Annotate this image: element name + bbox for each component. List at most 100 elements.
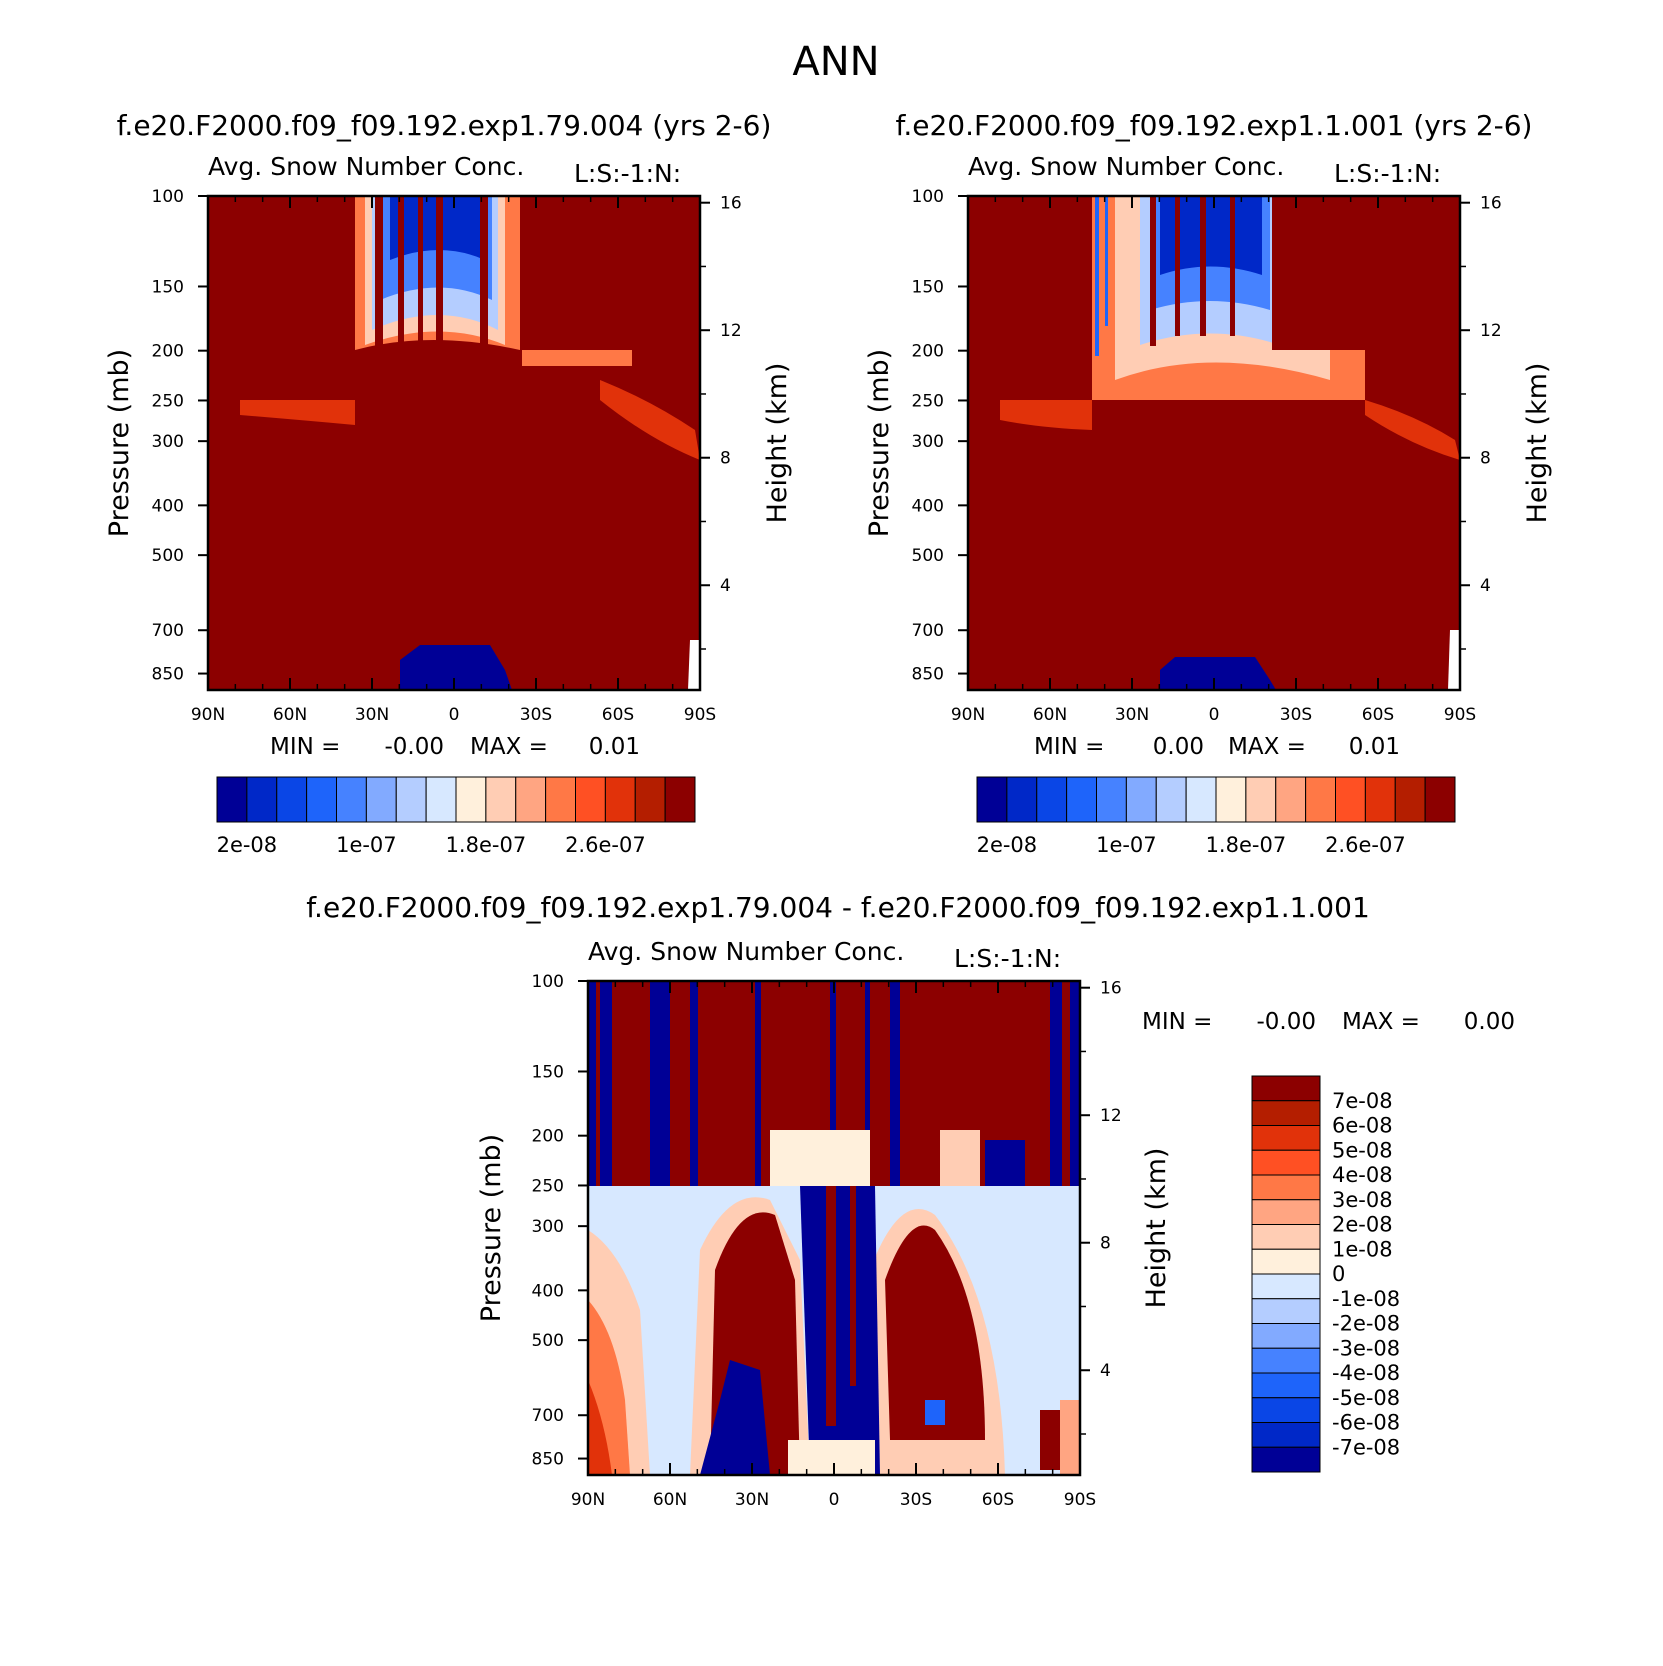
colorbar-box xyxy=(1215,776,1247,823)
colorbar-box xyxy=(1251,1125,1321,1151)
panel-1-missing-data xyxy=(688,640,700,690)
colorbar-label: -6e-08 xyxy=(1332,1411,1400,1435)
y-tick-label: 850 xyxy=(152,665,184,685)
x-tick-label: 90S xyxy=(1444,705,1476,725)
panel-2-axes: 90N 60N 30N 0 30S 60S 90S 100 150 200 250 300 400 500… xyxy=(912,187,1502,725)
panel-2-sh-slope xyxy=(1365,400,1460,460)
colorbar-label: -7e-08 xyxy=(1332,1435,1400,1459)
x-tick-label: 0 xyxy=(1209,705,1220,725)
colorbar-box xyxy=(664,776,696,823)
colorbar-box xyxy=(1251,1248,1321,1275)
x-tick-label: 0 xyxy=(829,1490,840,1510)
colorbar-box xyxy=(306,776,337,823)
panel-2-max-label: MAX = xyxy=(1228,734,1306,760)
colorbar-label: -1e-08 xyxy=(1332,1287,1400,1311)
panel-1-y-label: Pressure (mb) xyxy=(104,349,135,537)
panel-1-field xyxy=(208,196,700,690)
panel-2-max-value: 0.01 xyxy=(1349,734,1400,760)
colorbar-box xyxy=(1335,776,1366,823)
colorbar-box xyxy=(455,776,487,823)
colorbar-box xyxy=(1125,776,1157,823)
y-tick-label: 250 xyxy=(532,1176,564,1196)
y-tick-label: 700 xyxy=(912,621,944,641)
y-right-tick-label: 16 xyxy=(720,194,742,214)
colorbar-label: 5e-08 xyxy=(1332,1138,1393,1162)
y-tick-label: 300 xyxy=(912,432,944,452)
panel-2-case-title: f.e20.F2000.f09_f09.192.exp1.1.001 (yrs … xyxy=(896,109,1533,142)
colorbar-box xyxy=(575,776,606,823)
colorbar-box xyxy=(1066,776,1097,823)
panel-3-max-value: 0.00 xyxy=(1464,1009,1515,1035)
panel-3: f.e20.F2000.f09_f09.192.exp1.79.004 - f.… xyxy=(306,891,1515,1510)
y-right-tick-label: 8 xyxy=(1480,449,1491,469)
colorbar-label: -2e-08 xyxy=(1332,1312,1400,1336)
colorbar-box xyxy=(1096,776,1127,823)
panel-2-y-label: Pressure (mb) xyxy=(864,349,895,537)
panel-2-min-value: 0.00 xyxy=(1153,734,1204,760)
panel-3-low-nh-dark xyxy=(700,1360,770,1475)
panel-1-min-label: MIN = xyxy=(270,734,340,760)
colorbar-box xyxy=(1251,1075,1321,1102)
panel-1-min-value: -0.00 xyxy=(384,734,444,760)
y-tick-label: 500 xyxy=(152,546,184,566)
colorbar-box xyxy=(1245,776,1277,823)
panel-2-nh-band xyxy=(1000,400,1092,430)
y-tick-label: 150 xyxy=(912,277,944,297)
colorbar-box xyxy=(545,776,576,823)
x-tick-label: 90N xyxy=(191,705,225,725)
colorbar-box xyxy=(1364,776,1396,823)
y-tick-label: 700 xyxy=(532,1406,564,1426)
panel-3-equator-dark xyxy=(800,1186,880,1475)
panel-3-low-sh-blue xyxy=(925,1400,945,1425)
panel-3-sh-tropic-dark xyxy=(885,1225,985,1440)
panel-1-colorbar: 2e-08 1e-07 1.8e-07 2.6e-07 xyxy=(216,776,696,857)
panel-1-variable-title: Avg. Snow Number Conc. xyxy=(208,152,524,181)
colorbar-label: -5e-08 xyxy=(1332,1386,1400,1410)
colorbar-label: 1e-07 xyxy=(336,833,397,857)
colorbar-box xyxy=(485,776,517,823)
panel-2-colorbar: 2e-08 1e-07 1.8e-07 2.6e-07 xyxy=(976,776,1456,857)
y-tick-label: 850 xyxy=(912,665,944,685)
y-tick-label: 700 xyxy=(152,621,184,641)
y-tick-label: 200 xyxy=(532,1127,564,1147)
y-right-tick-label: 16 xyxy=(1480,194,1502,214)
colorbar-box xyxy=(976,776,1008,823)
y-right-tick-label: 4 xyxy=(1480,576,1491,596)
colorbar-box xyxy=(1251,1323,1321,1349)
y-right-tick-label: 8 xyxy=(720,449,731,469)
colorbar-box xyxy=(1251,1347,1321,1374)
y-tick-label: 250 xyxy=(152,391,184,411)
y-right-tick-label: 12 xyxy=(1100,1106,1122,1126)
colorbar-label: 2.6e-07 xyxy=(1325,833,1406,857)
figure-title: ANN xyxy=(792,39,879,85)
colorbar-box xyxy=(1251,1149,1321,1176)
y-tick-label: 100 xyxy=(152,187,184,207)
panel-2-low-tropics-dark xyxy=(1160,657,1276,690)
colorbar-box xyxy=(365,776,397,823)
y-tick-label: 300 xyxy=(532,1217,564,1237)
y-right-tick-label: 4 xyxy=(720,576,731,596)
panel-2: f.e20.F2000.f09_f09.192.exp1.1.001 (yrs … xyxy=(864,109,1553,857)
colorbar-label: 4e-08 xyxy=(1332,1163,1393,1187)
y-tick-label: 400 xyxy=(152,496,184,516)
x-tick-label: 60S xyxy=(602,705,634,725)
y-tick-label: 400 xyxy=(912,496,944,516)
colorbar-box xyxy=(216,776,248,823)
x-tick-label: 30S xyxy=(1280,705,1312,725)
x-tick-label: 90S xyxy=(1064,1490,1096,1510)
colorbar-label: -4e-08 xyxy=(1332,1361,1400,1385)
x-tick-label: 0 xyxy=(449,705,460,725)
panel-3-axes: 90N 60N 30N 0 30S 60S 90S 100 150 200 250 300 400 500… xyxy=(532,972,1122,1510)
colorbar-box xyxy=(1251,1174,1321,1201)
x-tick-label: 60S xyxy=(982,1490,1014,1510)
colorbar-label: 2e-08 xyxy=(977,833,1038,857)
x-tick-label: 60S xyxy=(1362,705,1394,725)
y-tick-label: 250 xyxy=(912,391,944,411)
y-right-tick-label: 12 xyxy=(720,321,742,341)
colorbar-box xyxy=(1251,1397,1321,1423)
x-tick-label: 30N xyxy=(355,705,389,725)
panel-3-y-right-label: Height (km) xyxy=(1141,1148,1172,1309)
colorbar-box xyxy=(1305,776,1336,823)
panel-1-case-title: f.e20.F2000.f09_f09.192.exp1.79.004 (yrs… xyxy=(117,109,772,142)
